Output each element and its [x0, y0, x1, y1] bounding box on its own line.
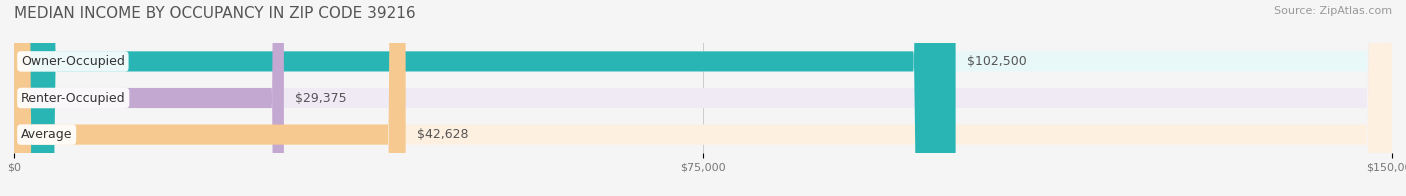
Text: Renter-Occupied: Renter-Occupied: [21, 92, 125, 104]
Text: $42,628: $42,628: [416, 128, 468, 141]
Text: Owner-Occupied: Owner-Occupied: [21, 55, 125, 68]
Text: MEDIAN INCOME BY OCCUPANCY IN ZIP CODE 39216: MEDIAN INCOME BY OCCUPANCY IN ZIP CODE 3…: [14, 6, 416, 21]
FancyBboxPatch shape: [14, 0, 1392, 196]
FancyBboxPatch shape: [14, 0, 956, 196]
FancyBboxPatch shape: [14, 0, 284, 196]
Text: $29,375: $29,375: [295, 92, 346, 104]
FancyBboxPatch shape: [14, 0, 1392, 196]
Text: Source: ZipAtlas.com: Source: ZipAtlas.com: [1274, 6, 1392, 16]
FancyBboxPatch shape: [14, 0, 1392, 196]
FancyBboxPatch shape: [14, 0, 406, 196]
Text: $102,500: $102,500: [967, 55, 1026, 68]
Text: Average: Average: [21, 128, 73, 141]
